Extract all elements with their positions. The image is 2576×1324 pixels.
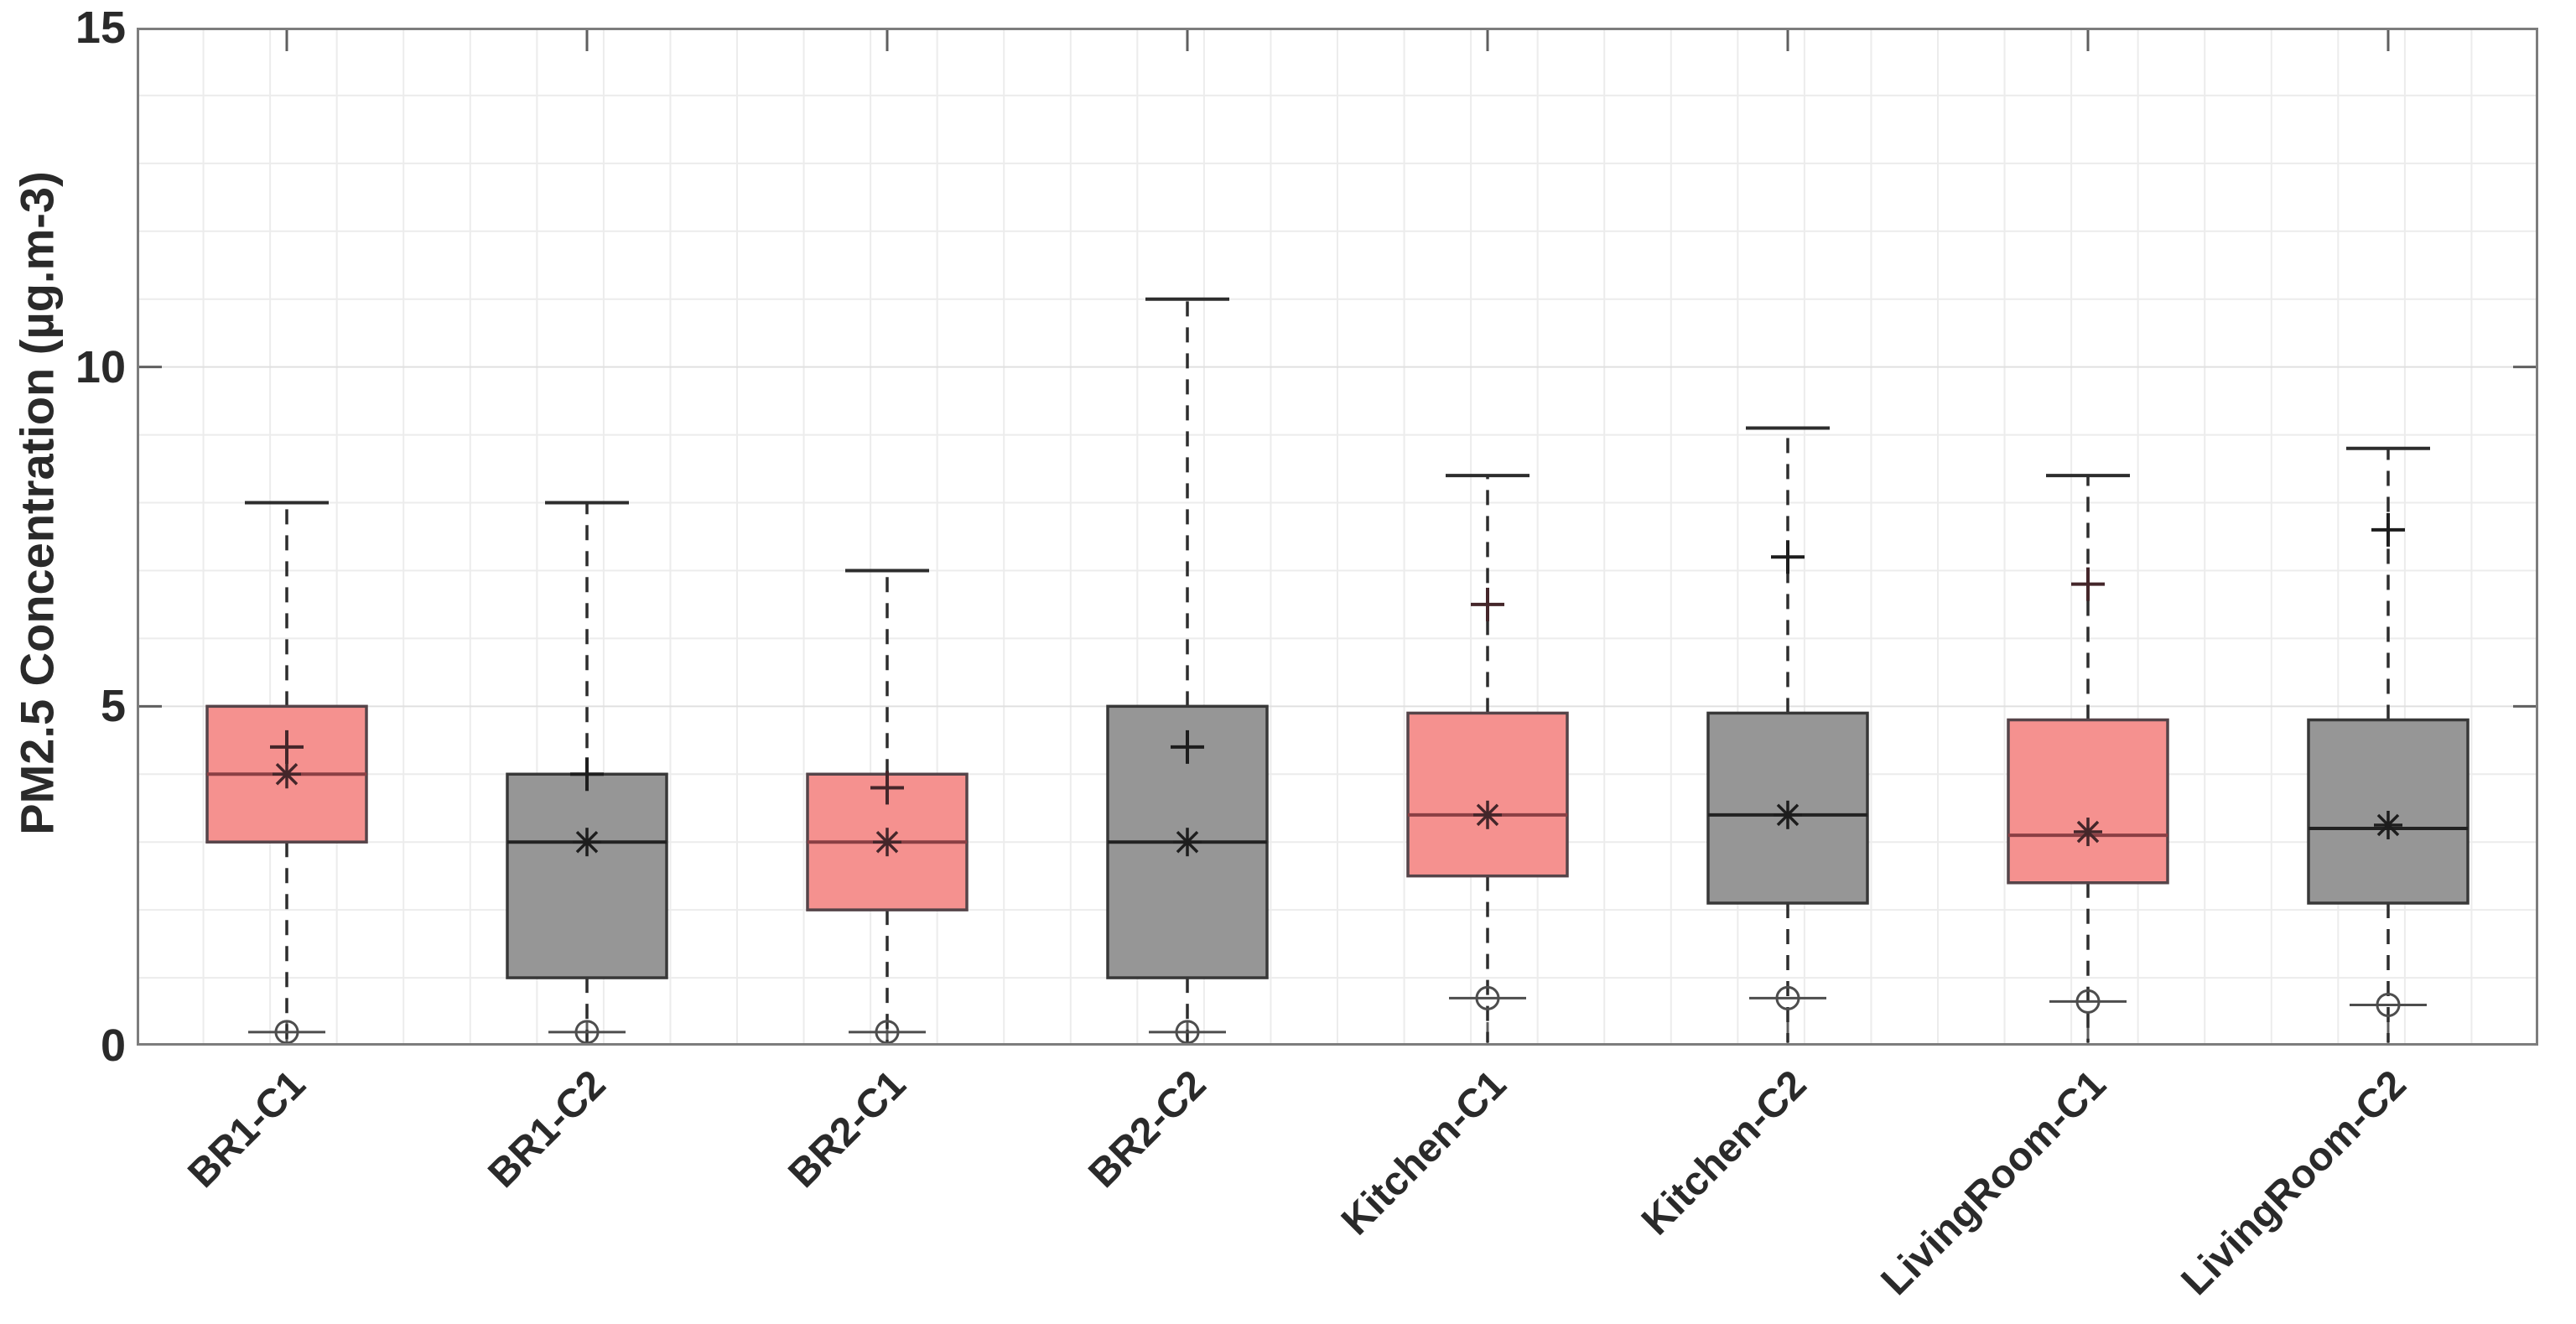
box-BR1-C1 xyxy=(205,501,368,1045)
y-tick-label-0: 0 xyxy=(100,1020,126,1071)
y-tick-label-5: 5 xyxy=(100,681,126,732)
box-BR1-C2 xyxy=(506,501,668,1045)
x-tick-label-Kitchen-C2: Kitchen-C2 xyxy=(1633,1062,1815,1244)
x-tick-label-LivingRoom-C1: LivingRoom-C1 xyxy=(1872,1062,2116,1304)
y-tick-label-10: 10 xyxy=(75,341,126,392)
x-tick-label-LivingRoom-C2: LivingRoom-C2 xyxy=(2173,1062,2416,1304)
x-tick-label-BR2-C1: BR2-C1 xyxy=(780,1062,915,1197)
x-tick-label-BR2-C2: BR2-C2 xyxy=(1080,1062,1215,1197)
box-Kitchen-C2 xyxy=(1706,426,1869,1042)
plot-svg xyxy=(137,28,2538,1046)
box-Kitchen-C1 xyxy=(1406,474,1569,1042)
y-tick-label-15: 15 xyxy=(75,3,126,53)
x-tick-label-BR1-C2: BR1-C2 xyxy=(480,1062,615,1197)
box-BR2-C2 xyxy=(1106,297,1269,1045)
plot-area xyxy=(137,28,2538,1046)
y-axis-title: PM2.5 Concentration (µg.m-3) xyxy=(10,171,64,835)
box-LivingRoom-C2 xyxy=(2307,446,2470,1042)
x-tick-label-BR1-C1: BR1-C1 xyxy=(179,1062,314,1197)
box-LivingRoom-C1 xyxy=(2007,474,2169,1042)
box-BR2-C1 xyxy=(806,569,969,1045)
x-tick-label-Kitchen-C1: Kitchen-C1 xyxy=(1332,1062,1515,1244)
